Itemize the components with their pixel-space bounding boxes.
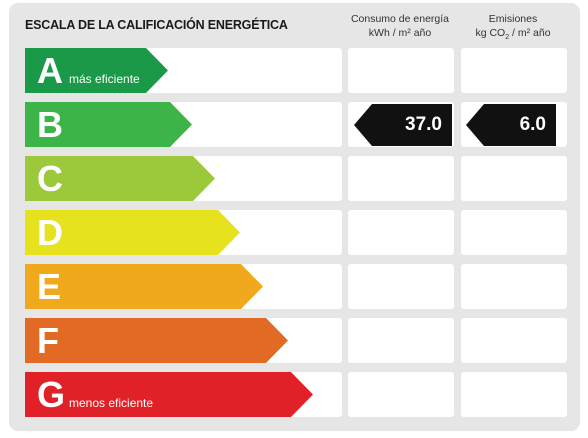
consumo-cell-g: [348, 372, 454, 417]
rating-arrow-b: B: [25, 102, 192, 147]
rating-sublabel: más eficiente: [69, 72, 140, 86]
emisiones-header-line1: Emisiones: [488, 13, 538, 25]
consumo-column-header: Consumo de energía kWh / m² año: [342, 12, 458, 40]
label-title: ESCALA DE LA CALIFICACIÓN ENERGÉTICA: [25, 18, 288, 32]
rating-arrow-f: F: [25, 318, 288, 363]
emisiones-cell-f: [461, 318, 567, 363]
emisiones-column-header: Emisiones kg CO2 / m² año: [455, 12, 571, 45]
emisiones-result-badge-value: 6.0: [519, 113, 546, 135]
rating-sublabel: menos eficiente: [69, 396, 154, 410]
emisiones-cell-g: [461, 372, 567, 417]
consumo-cell-f: [348, 318, 454, 363]
rating-letter: F: [37, 320, 59, 361]
emisiones-unit-subscript: 2: [505, 34, 510, 42]
rating-letter: A: [37, 50, 63, 91]
consumo-header-unit: kWh / m² año: [368, 27, 432, 39]
rating-letter: B: [37, 104, 63, 145]
rating-letter: C: [37, 158, 63, 199]
emisiones-cell-d: [461, 210, 567, 255]
consumo-cell-c: [348, 156, 454, 201]
consumo-cell-e: [348, 264, 454, 309]
consumo-result-badge-value: 37.0: [405, 113, 442, 135]
rating-arrow-d: D: [25, 210, 240, 255]
consumo-cell-a: [348, 48, 454, 93]
emisiones-cell-a: [461, 48, 567, 93]
emisiones-cell-c: [461, 156, 567, 201]
consumo-result-badge: 37.0: [354, 103, 452, 146]
rating-arrow-e: E: [25, 264, 263, 309]
emisiones-cell-e: [461, 264, 567, 309]
emisiones-unit-prefix: kg CO: [475, 27, 506, 39]
consumo-cell-d: [348, 210, 454, 255]
rating-arrow-c: C: [25, 156, 215, 201]
consumo-header-line1: Consumo de energía: [350, 13, 450, 25]
rating-letter: G: [37, 374, 66, 415]
emisiones-unit-suffix: / m² año: [509, 27, 551, 39]
rating-letter: E: [37, 266, 62, 307]
rating-letter: D: [37, 212, 63, 253]
emisiones-header-unit: kg CO2 / m² año: [455, 26, 571, 45]
emisiones-result-badge: 6.0: [466, 103, 556, 146]
